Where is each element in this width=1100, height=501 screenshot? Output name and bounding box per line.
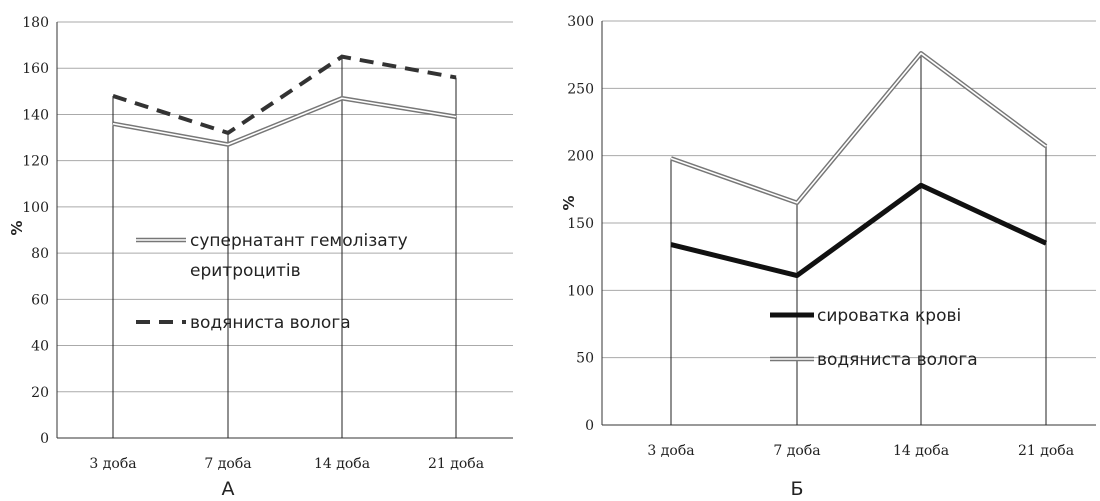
y-tick-label: 150 [567,216,594,232]
legend-label: еритроцитів [190,261,301,281]
y-tick-label: 0 [40,431,49,447]
y-tick-label: 140 [22,107,49,123]
y-tick-label: 0 [585,418,594,434]
y-tick-label: 20 [31,385,49,401]
x-tick-label: 7 доба [204,456,251,472]
legend-entry-0: сироватка крові [770,306,961,326]
chart-b: 0 50 100 150 200 250 300 3 доба 7 доба 14 доба 21 … [560,14,1096,500]
chart-a: 0 20 40 60 80 100 120 140 160 180 3 доба 7 доба 14 д… [8,15,513,500]
legend-label: супернатант гемолізату [190,231,408,251]
series-line-0-inner [112,97,457,146]
legend-entry-1: водяниста волога [770,350,978,370]
y-tick-label: 100 [22,200,49,216]
y-tick-label: 160 [22,61,49,77]
y-tick-label: 250 [567,81,594,97]
y-axis-label: % [560,195,578,210]
legend-label: водяниста волога [817,350,978,370]
x-tick-label: 14 доба [893,443,949,459]
panel-label: А [222,478,235,500]
x-tick-label: 21 доба [428,456,484,472]
x-tick-label: 21 доба [1018,443,1074,459]
legend-label: водяниста волога [190,313,351,333]
y-tick-label: 60 [31,292,49,308]
x-tick-label: 14 доба [314,456,370,472]
y-tick-label: 200 [567,149,594,165]
y-tick-label: 100 [567,283,594,299]
x-tick-label: 3 доба [89,456,136,472]
legend-label: сироватка крові [817,306,961,326]
y-tick-label: 40 [31,339,49,355]
x-tick-label: 7 доба [773,443,820,459]
series-line-1 [112,54,457,136]
panel-label: Б [790,478,803,500]
legend-entry-0: супернатант гемолізату еритроцитів [136,231,408,281]
y-axis-label: % [8,220,26,235]
y-tick-label: 80 [31,246,49,262]
y-tick-label: 120 [22,154,49,170]
y-tick-label: 50 [576,351,594,367]
y-tick-label: 300 [567,14,594,30]
y-tick-label: 180 [22,15,49,31]
x-tick-label: 3 доба [647,443,694,459]
legend-entry-1: водяниста волога [136,313,351,333]
series-line-0 [670,182,1048,279]
series-line-1-inner [670,52,1047,204]
